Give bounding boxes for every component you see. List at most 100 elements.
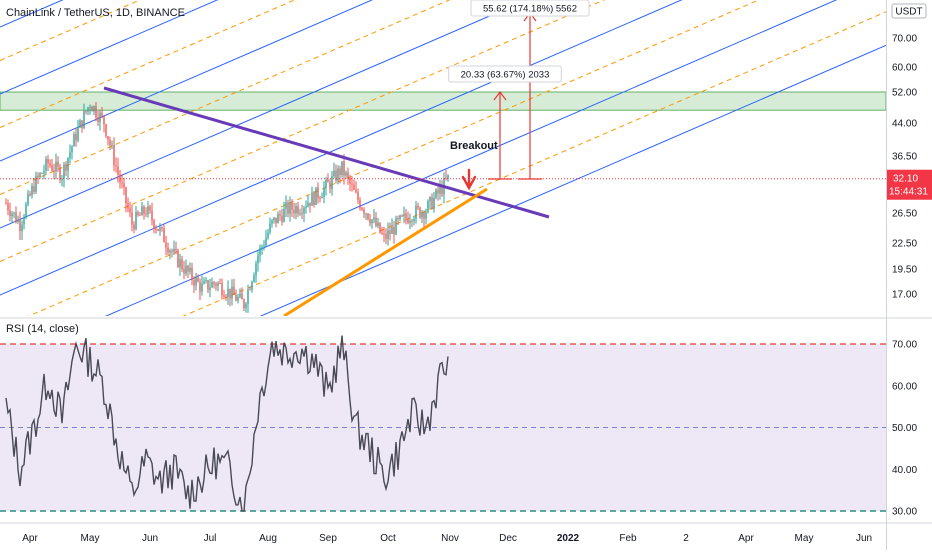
candle-body [423,212,425,219]
candle-body [287,202,289,214]
candle-body [425,212,427,219]
price-tick-label: 36.50 [892,152,917,163]
candle-body [81,120,83,128]
time-tick-label: May [81,533,100,544]
channel-midline [27,0,760,316]
candle-body [199,281,201,292]
candle-body [333,170,335,177]
candle-body [431,196,433,209]
candle-body [435,189,437,198]
candle-body [391,226,393,234]
candle-body [317,187,319,199]
candle-body [105,124,107,137]
candle-body [265,237,267,246]
candle-body [235,294,237,301]
time-tick-label: Dec [499,533,517,544]
channel-line [0,0,683,296]
rsi-title: RSI (14, close) [6,323,79,335]
candle-body [127,203,129,209]
candle-body [395,218,397,235]
candle-body [139,214,141,216]
candle-body [107,136,109,141]
candle-body [403,213,405,216]
price-tick-label: 70.00 [892,34,917,45]
candle-body [117,166,119,175]
time-tick-label: Aug [259,533,277,544]
candle-body [133,224,135,230]
candle-body [257,255,259,264]
target1-arrowhead [493,91,507,101]
resistance-zone [0,91,887,111]
target1-label-box [448,65,562,83]
candle-body [303,207,305,214]
candle-body [349,177,351,184]
last-price-value: 32.10 [893,174,918,185]
candle-body [11,213,13,217]
candle-body [359,200,361,209]
candle-body [299,213,301,215]
candle-body [179,259,181,267]
rsi-tick-label: 30.00 [892,507,917,518]
candle-body [319,198,321,200]
candle-body [355,189,357,193]
candle-body [123,183,125,188]
support-trendline [283,187,488,316]
candle-body [249,289,251,291]
candle-body [375,217,377,227]
candle-body [111,145,113,147]
candle-body [177,250,179,267]
candle-body [83,111,85,128]
candle-body [311,192,313,206]
candle-body [7,203,9,211]
candle-body [251,281,253,290]
candle-body [163,228,165,243]
candle-body [325,179,327,188]
candle-body [45,159,47,171]
candle-body [357,192,359,201]
candle-body [445,177,447,179]
candle-body [59,166,61,181]
candle-body [71,146,73,153]
candle-body [65,164,67,171]
candle-body [169,250,171,253]
candle-body [295,206,297,214]
candle-body [39,173,41,178]
candle-body [129,208,131,213]
target1-label: 20.33 (63.67%) 2033 [461,70,550,81]
candle-body [201,283,203,292]
candle-body [417,205,419,208]
candle-body [151,210,153,221]
candle-body [225,296,227,298]
candle-body [401,215,403,217]
candle-body [415,205,417,219]
candle-body [113,145,115,166]
price-tick-label: 60.00 [892,63,917,74]
time-tick-label: Nov [441,533,459,544]
candle-body [227,288,229,297]
candle-body [279,214,281,216]
candle-body [237,297,239,301]
candle-body [277,214,279,224]
rsi-tick-label: 40.00 [892,465,917,476]
candle-body [101,112,103,116]
currency-label[interactable]: USDT [895,7,922,18]
candle-body [339,168,341,175]
candle-body [175,248,177,251]
candle-body [429,196,431,202]
candle-body [69,152,71,158]
candle-body [413,218,415,222]
candle-body [5,203,7,205]
currency-box[interactable] [891,3,927,19]
candle-body [309,202,311,206]
candle-body [369,219,371,224]
target2-label-box [470,0,590,17]
candle-body [379,222,381,233]
candle-body [323,187,325,197]
channel-line [0,0,528,229]
candle-body [63,164,65,179]
candle-body [441,186,443,195]
candle-body [371,219,373,224]
candle-body [337,168,339,181]
candle-body [25,204,27,218]
candle-body [331,176,333,189]
